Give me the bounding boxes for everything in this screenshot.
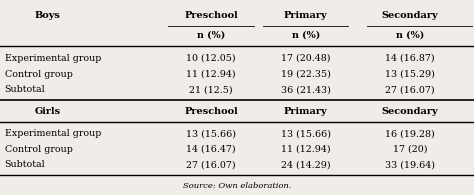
Text: 14 (16.47): 14 (16.47) bbox=[186, 145, 236, 154]
Text: 14 (16.87): 14 (16.87) bbox=[385, 54, 435, 63]
Text: 17 (20): 17 (20) bbox=[393, 145, 427, 154]
Text: Boys: Boys bbox=[35, 11, 60, 20]
Text: Primary: Primary bbox=[284, 11, 328, 20]
Text: n (%): n (%) bbox=[396, 31, 424, 40]
Text: 36 (21.43): 36 (21.43) bbox=[281, 85, 331, 94]
Text: 13 (15.66): 13 (15.66) bbox=[186, 129, 236, 138]
Text: 27 (16.07): 27 (16.07) bbox=[385, 85, 435, 94]
Text: Control group: Control group bbox=[5, 70, 73, 79]
Text: 21 (12.5): 21 (12.5) bbox=[189, 85, 233, 94]
Text: Subtotal: Subtotal bbox=[5, 160, 46, 169]
Text: 11 (12.94): 11 (12.94) bbox=[281, 145, 330, 154]
Text: Girls: Girls bbox=[34, 107, 61, 116]
Text: 16 (19.28): 16 (19.28) bbox=[385, 129, 435, 138]
Text: Source: Own elaboration.: Source: Own elaboration. bbox=[183, 182, 291, 190]
Text: 33 (19.64): 33 (19.64) bbox=[385, 160, 435, 169]
Text: 13 (15.29): 13 (15.29) bbox=[385, 70, 435, 79]
Text: 17 (20.48): 17 (20.48) bbox=[281, 54, 330, 63]
Text: 13 (15.66): 13 (15.66) bbox=[281, 129, 331, 138]
Text: Primary: Primary bbox=[284, 107, 328, 116]
Text: Experimental group: Experimental group bbox=[5, 54, 101, 63]
Text: 27 (16.07): 27 (16.07) bbox=[186, 160, 236, 169]
Text: Preschool: Preschool bbox=[184, 107, 238, 116]
Text: Subtotal: Subtotal bbox=[5, 85, 46, 94]
Text: n (%): n (%) bbox=[197, 31, 225, 40]
Text: 19 (22.35): 19 (22.35) bbox=[281, 70, 331, 79]
Text: 24 (14.29): 24 (14.29) bbox=[281, 160, 330, 169]
Text: Preschool: Preschool bbox=[184, 11, 238, 20]
Text: Control group: Control group bbox=[5, 145, 73, 154]
Text: Secondary: Secondary bbox=[382, 107, 438, 116]
Text: n (%): n (%) bbox=[292, 31, 320, 40]
Text: Secondary: Secondary bbox=[382, 11, 438, 20]
Text: 10 (12.05): 10 (12.05) bbox=[186, 54, 236, 63]
Text: 11 (12.94): 11 (12.94) bbox=[186, 70, 236, 79]
Text: Experimental group: Experimental group bbox=[5, 129, 101, 138]
